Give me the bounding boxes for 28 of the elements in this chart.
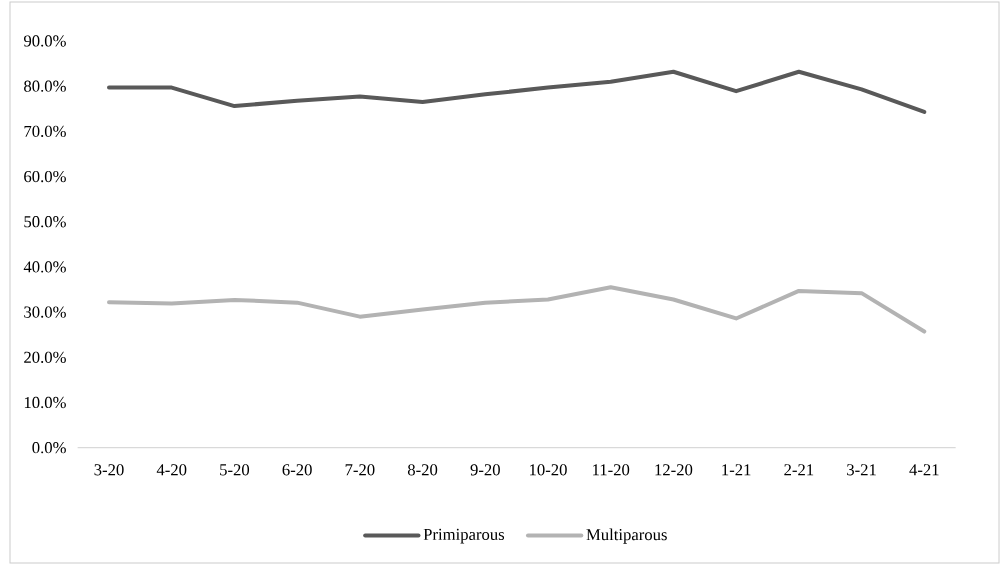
x-tick-label: 5-20 bbox=[220, 464, 250, 476]
x-tick-label: 3-20 bbox=[94, 464, 124, 476]
y-tick-label: 40.0% bbox=[23, 261, 66, 273]
y-tick-label: 90.0% bbox=[23, 35, 66, 47]
x-tick-label: 1-21 bbox=[722, 464, 751, 476]
legend-label: Multiparous bbox=[586, 528, 667, 544]
x-tick-label: 6-20 bbox=[282, 464, 312, 476]
x-tick-label: 12-20 bbox=[655, 464, 693, 476]
x-tick-label: 11-20 bbox=[593, 464, 630, 476]
y-tick-label: 70.0% bbox=[24, 125, 66, 138]
y-tick-label: 30.0% bbox=[24, 306, 66, 318]
legend-label: Primiparous bbox=[423, 528, 505, 544]
x-tick-label: 9-20 bbox=[470, 464, 500, 476]
x-tick-label: 4-20 bbox=[156, 464, 187, 476]
x-tick-label: 4-21 bbox=[909, 464, 939, 476]
line-series bbox=[107, 285, 927, 334]
y-tick-label: 20.0% bbox=[24, 351, 66, 363]
y-tick-label: 0.0% bbox=[32, 442, 66, 454]
x-tick-label: 10-20 bbox=[530, 464, 567, 476]
y-tick-label: 60.0% bbox=[24, 170, 66, 183]
x-tick-label: 8-20 bbox=[407, 464, 438, 476]
x-tick-label: 7-20 bbox=[345, 464, 375, 476]
y-tick-label: 10.0% bbox=[24, 396, 66, 409]
y-tick-label: 50.0% bbox=[24, 216, 66, 228]
x-tick-label: 3-21 bbox=[847, 464, 876, 476]
x-tick-label: 2-21 bbox=[784, 464, 814, 476]
line-series bbox=[107, 69, 927, 114]
y-tick-label: 80.0% bbox=[24, 80, 66, 92]
